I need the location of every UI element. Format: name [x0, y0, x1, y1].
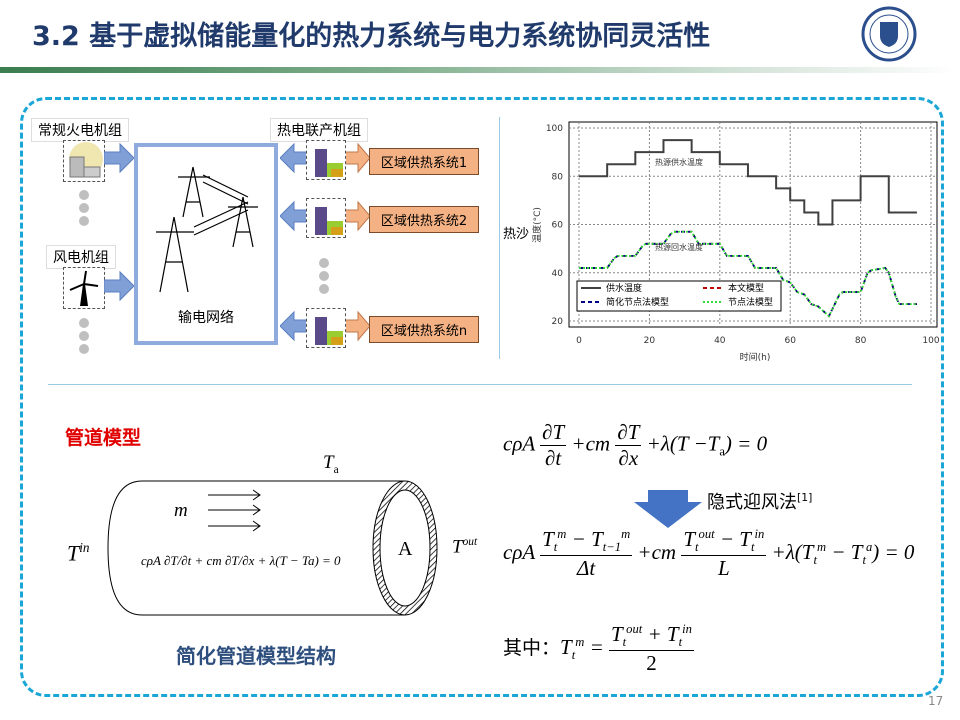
transmission-network-box: 输电网络: [134, 143, 278, 345]
legend-box: [576, 280, 782, 312]
pde-equation: cρA ∂T ∂t +cm ∂T ∂x +λ(T −Ta) = 0: [503, 420, 768, 470]
thermal-plant-icon: [63, 140, 105, 182]
wind-turbine-icon: [63, 267, 105, 309]
chp-plant-icon: [306, 198, 346, 238]
title-underline: [0, 67, 960, 73]
legend-label: 节点法模型: [728, 296, 773, 308]
temperature-chart: 0 20 40 60 80 100 20 40 60 80 100 时间(h) 温度(°C) 热源供水温度…: [531, 121, 940, 363]
x-tick-label: 100: [922, 336, 939, 346]
heat-system-1: 区域供热系统1: [369, 148, 479, 175]
mean-temp-equation: 其中：Ttm = Ttout + Ttin 2: [503, 622, 694, 676]
pipe-model-title: 管道模型: [65, 427, 142, 449]
ellipsis-dots: [79, 187, 89, 229]
legend-label: 本文模型: [728, 282, 764, 294]
inlet-temp-label: Tin: [67, 540, 90, 566]
chp-unit-label: 热电联产机组: [270, 118, 368, 142]
x-axis-label: 时间(h): [740, 351, 771, 363]
content-frame: [20, 97, 944, 697]
chp-arrows: [280, 142, 370, 342]
section-divider: [48, 384, 912, 385]
legend-label: 供水温度: [606, 282, 642, 294]
legend-label: 简化节点法模型: [606, 296, 669, 308]
x-tick-label: 60: [784, 336, 796, 346]
chp-plant-icon: [306, 140, 346, 180]
x-tick-label: 20: [644, 336, 656, 346]
down-arrow-icon: [634, 490, 702, 528]
x-tick-label: 40: [714, 336, 726, 346]
page-title: 3.2 基于虚拟储能量化的热力系统与电力系统协同灵活性: [32, 21, 711, 52]
transmission-tower-icon: [156, 166, 258, 293]
series-line-供水温度: [579, 139, 917, 226]
thermal-unit-label: 常规火电机组: [31, 118, 129, 142]
power-arrows: [104, 142, 135, 302]
discretized-equation: cρA Ttm − Tt−1m Δt +cm Ttout − Ttin L +λ(T…: [503, 527, 915, 581]
x-tick-label: 80: [855, 336, 867, 346]
y-tick-label: 20: [552, 317, 564, 327]
y-tick-label: 80: [552, 172, 564, 182]
page-number: 17: [928, 694, 944, 708]
ellipsis-dots: [319, 255, 329, 297]
heat-system-2: 区域供热系统2: [369, 206, 479, 233]
y-axis-label: 温度(°C): [531, 207, 543, 243]
transmission-network-label: 输电网络: [178, 310, 234, 326]
method-label: 隐式迎风法[1]: [707, 491, 813, 513]
pipe-drawing: [107, 480, 438, 616]
area-label: A: [398, 538, 413, 560]
university-logo: [858, 6, 920, 62]
outlet-temp-label: Tout: [452, 536, 478, 558]
y-tick-label: 60: [552, 221, 564, 231]
mass-flow-label: m: [174, 500, 188, 521]
ellipsis-dots: [79, 315, 89, 357]
vertical-divider: [499, 117, 500, 359]
chart-annotation: 热源供水温度: [655, 157, 703, 167]
y-tick-label: 100: [546, 124, 563, 134]
chart-annotation: 热源回水温度: [655, 242, 703, 252]
pipe-inner-equation: cρA ∂T/∂t + cm ∂T/∂x + λ(T − Ta) = 0: [141, 553, 341, 568]
x-tick-label: 0: [576, 336, 582, 346]
y-tick-label: 40: [552, 269, 564, 279]
pipe-model-caption: 简化管道模型结构: [176, 644, 336, 668]
ambient-temp-label: Ta: [323, 452, 339, 476]
heat-system-n: 区域供热系统n: [369, 316, 479, 343]
cut-off-label: 热沙: [503, 227, 530, 242]
chp-plant-icon: [306, 308, 346, 348]
series-line-节点法模型: [579, 230, 917, 318]
